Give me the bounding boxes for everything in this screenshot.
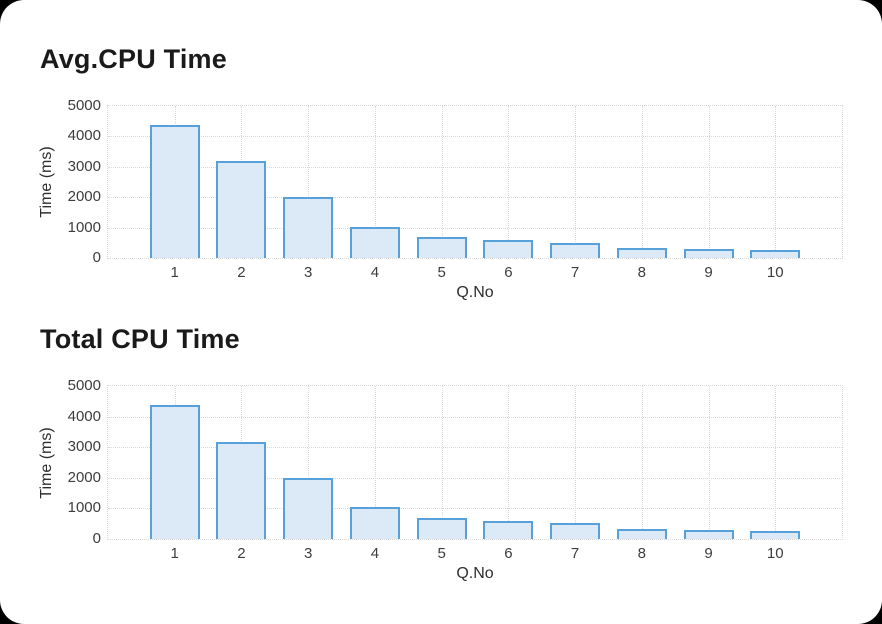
bar-q7[interactable] [550,523,601,539]
bar-q5[interactable] [416,236,467,258]
x-gridline [374,386,376,539]
bar-q1[interactable] [149,405,200,539]
y-gridline [108,508,842,510]
y-tick-label: 5000 [67,377,101,394]
y-axis-title: Time (ms) [38,146,55,218]
chart-title-avg-cpu-time: Avg.CPU Time [40,44,227,74]
x-tick-label: 10 [766,545,784,562]
y-gridline [108,227,842,229]
x-gridline [575,106,577,258]
y-tick-label: 1000 [67,499,101,517]
x-gridline [508,386,510,539]
x-tick-label: 2 [237,545,246,562]
y-tick-label: 4000 [67,407,101,425]
y-gridline [108,477,842,479]
x-tick-label: 1 [170,264,179,281]
y-tick-label: 3000 [67,438,101,456]
bar-q7[interactable] [550,242,601,258]
x-gridline [308,106,310,258]
bar-q6[interactable] [483,240,534,258]
total-cpu-time-plot-area: Time (ms) Q.No 0 1000 2000 3000 4000 5000 1 2 3 4… [38,378,843,582]
bar-q6[interactable] [483,521,534,539]
bar-q8[interactable] [616,247,667,258]
x-gridline [708,386,710,539]
x-tick-label: 3 [304,264,313,281]
y-gridline [108,447,842,449]
x-gridline [441,106,443,258]
x-tick-label: 8 [637,264,646,281]
x-gridline [775,106,777,258]
x-tick-label: 2 [237,264,246,281]
x-gridline [708,106,710,258]
y-tick-label: 4000 [67,127,101,145]
bar-q9[interactable] [683,529,734,539]
y-tick-label: 2000 [67,468,101,486]
x-axis-title: Q.No [456,565,494,582]
y-gridline [108,136,842,138]
y-tick-label: 0 [92,530,101,547]
y-tick-label: 3000 [67,157,101,175]
bar-q10[interactable] [750,531,801,539]
y-tick-label: 1000 [67,218,101,236]
x-tick-label: 5 [437,264,446,281]
y-tick-label: 5000 [67,97,101,114]
y-tick-label: 2000 [67,188,101,206]
avg-cpu-time-plot-area: Time (ms) Q.No 0 1000 2000 3000 4000 5000 1 2 3 4… [38,98,843,301]
x-axis-title: Q.No [456,284,494,301]
x-tick-label: 6 [504,264,513,281]
bar-q5[interactable] [416,517,467,539]
y-gridline [108,197,842,199]
x-gridline [441,386,443,539]
bar-q9[interactable] [683,248,734,258]
x-gridline [641,106,643,258]
y-tick-label: 0 [92,249,101,266]
x-tick-label: 4 [370,545,380,562]
x-tick-label: 4 [370,264,380,281]
y-gridline [108,166,842,168]
x-tick-label: 5 [437,545,446,562]
y-gridline [108,416,842,418]
x-tick-label: 9 [704,545,713,562]
bar-q8[interactable] [616,528,667,539]
x-gridline [308,386,310,539]
x-tick-label: 8 [637,545,646,562]
x-tick-label: 10 [766,264,784,281]
x-tick-label: 1 [170,545,179,562]
bar-q3[interactable] [283,197,334,258]
x-tick-label: 3 [304,545,313,562]
bar-q10[interactable] [750,250,801,258]
bar-q2[interactable] [216,441,267,539]
y-axis-title: Time (ms) [38,426,55,499]
x-gridline [575,386,577,539]
x-tick-label: 7 [570,545,580,562]
x-tick-label: 6 [504,545,513,562]
bar-q2[interactable] [216,161,267,258]
bar-q4[interactable] [349,507,400,539]
bar-q3[interactable] [283,477,334,539]
x-tick-label: 7 [570,264,580,281]
x-gridline [641,386,643,539]
bar-q1[interactable] [149,125,200,258]
x-gridline [508,106,510,258]
bar-q4[interactable] [349,226,400,258]
x-gridline [775,386,777,539]
chart-title-total-cpu-time: Total CPU Time [40,324,240,354]
x-gridline [374,106,376,258]
x-tick-label: 9 [704,264,713,281]
